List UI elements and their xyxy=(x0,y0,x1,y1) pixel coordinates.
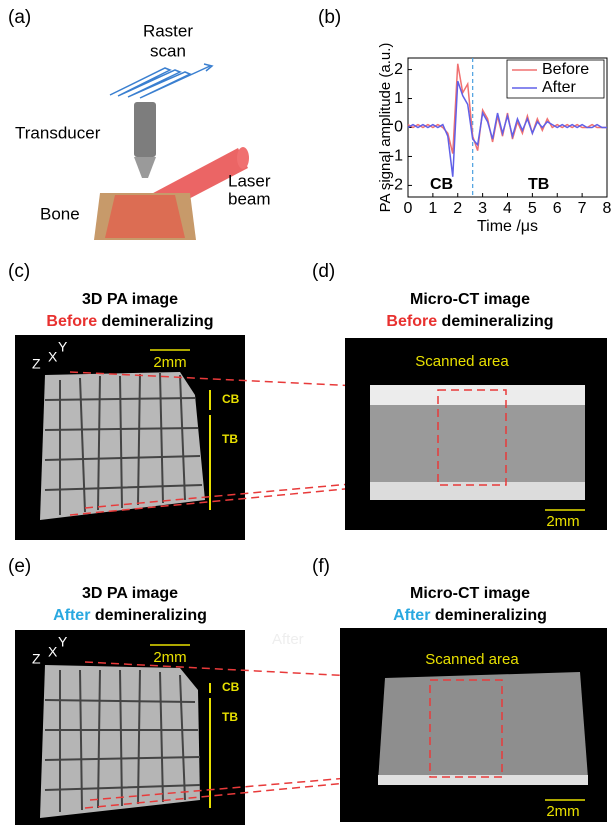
laser-label: Laser xyxy=(228,171,271,190)
x-tick-label: 3 xyxy=(478,200,487,217)
x-tick-label: 4 xyxy=(503,200,512,217)
x-axis-label: Time /μs xyxy=(477,218,538,235)
legend-label: Before xyxy=(542,61,589,78)
laser-end xyxy=(237,147,249,169)
scale-label: 2mm xyxy=(153,354,186,371)
subtitle-rest: demineralizing xyxy=(95,607,207,624)
panel-title: Micro-CT image xyxy=(410,291,530,308)
panel-label: (e) xyxy=(8,556,31,577)
panel-label: (f) xyxy=(312,556,330,577)
panel-subtitle: After demineralizing xyxy=(53,607,207,624)
annotation: TB xyxy=(528,176,549,193)
y-tick-label: 1 xyxy=(394,90,403,107)
subtitle-rest: demineralizing xyxy=(435,607,547,624)
state-word: After xyxy=(393,607,430,624)
panel-label: (c) xyxy=(8,261,30,282)
transducer-tip xyxy=(134,157,156,178)
scanned-label: Scanned area xyxy=(425,651,519,668)
laser-label: beam xyxy=(228,189,271,208)
x-tick-label: 1 xyxy=(428,200,437,217)
x-tick-label: 0 xyxy=(404,200,413,217)
scale-label: 2mm xyxy=(153,649,186,666)
panel-subtitle: Before demineralizing xyxy=(46,313,213,330)
x-tick-label: 6 xyxy=(553,200,562,217)
panel-subtitle: Before demineralizing xyxy=(386,313,553,330)
y-axis-label: PA signal amplitude (a.u.) xyxy=(377,43,394,213)
panel-label: (b) xyxy=(318,7,341,28)
axis-letter: Z xyxy=(32,651,41,667)
y-tick-label: 2 xyxy=(394,61,403,78)
raster-label: Raster xyxy=(143,21,193,40)
state-word: Before xyxy=(46,313,97,330)
raster-label: scan xyxy=(150,41,186,60)
legend-label: After xyxy=(542,79,576,96)
ct-cortical xyxy=(370,482,585,500)
panel-label: (a) xyxy=(8,7,31,28)
y-tick-label: 0 xyxy=(394,119,403,136)
x-tick-label: 5 xyxy=(528,200,537,217)
bone-label: Bone xyxy=(40,204,80,223)
raster-arrows xyxy=(110,64,212,98)
x-tick-label: 2 xyxy=(453,200,462,217)
axis-letter: X xyxy=(48,644,58,660)
panel-title: 3D PA image xyxy=(82,291,178,308)
region-label: CB xyxy=(222,680,240,694)
axis-letter: Y xyxy=(58,339,68,355)
figure: (a) Raster scan Transducer Laser beam Bo… xyxy=(0,0,613,825)
axis-letter: Y xyxy=(58,634,68,650)
x-tick-label: 7 xyxy=(578,200,587,217)
region-label: CB xyxy=(222,392,240,406)
ct-cortical xyxy=(370,385,585,405)
scanned-label: Scanned area xyxy=(415,353,509,370)
x-tick-label: 8 xyxy=(603,200,612,217)
watermark: After xyxy=(272,631,304,648)
transducer xyxy=(134,102,156,157)
panel-title: 3D PA image xyxy=(82,585,178,602)
subtitle-rest: demineralizing xyxy=(442,313,554,330)
scale-label: 2mm xyxy=(546,803,579,820)
axis-letter: X xyxy=(48,349,58,365)
bone-illumination xyxy=(105,195,185,238)
panel-title: Micro-CT image xyxy=(410,585,530,602)
annotation: CB xyxy=(430,176,453,193)
panel-label: (d) xyxy=(312,261,335,282)
axis-letter: Z xyxy=(32,356,41,372)
state-word: Before xyxy=(386,313,437,330)
scale-label: 2mm xyxy=(546,513,579,530)
state-word: After xyxy=(53,607,90,624)
region-label: TB xyxy=(222,710,238,724)
panel-subtitle: After demineralizing xyxy=(393,607,547,624)
subtitle-rest: demineralizing xyxy=(102,313,214,330)
transducer-label: Transducer xyxy=(15,123,101,142)
region-label: TB xyxy=(222,432,238,446)
ct-sample xyxy=(378,672,588,782)
